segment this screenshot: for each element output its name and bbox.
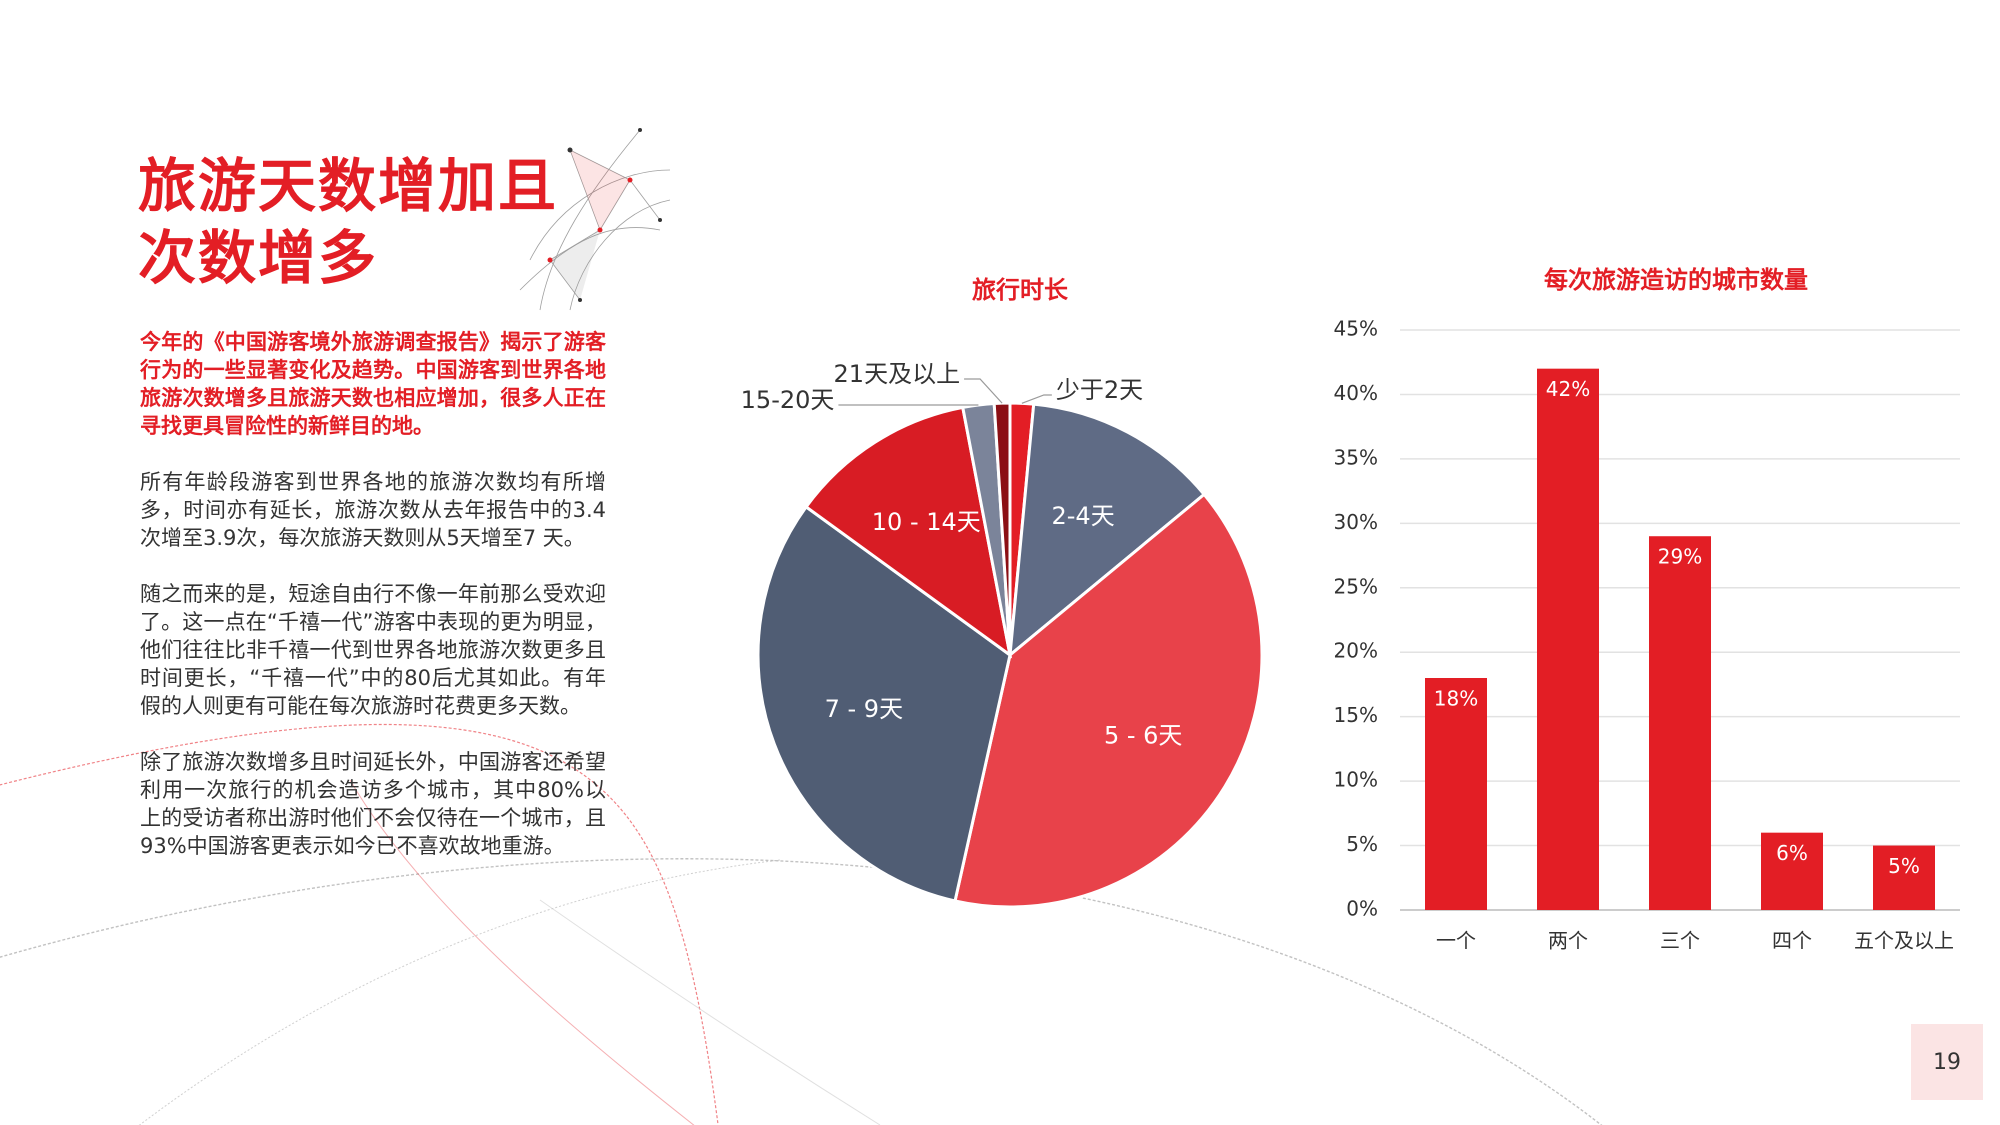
page-title: 旅游天数增加且 次数增多 [138,150,698,294]
pie-slice-label: 2-4天 [1052,502,1115,530]
pie-slice-label: 7 - 9天 [825,695,903,723]
pie-slice-label: 21天及以上 [834,360,961,388]
y-tick-label: 10% [1334,768,1378,792]
bar-value-label: 29% [1658,545,1702,569]
pie-leader-line [1021,394,1052,404]
bar [1761,832,1823,910]
x-category-label: 四个 [1772,929,1812,953]
paragraph-3: 随之而来的是，短途自由行不像一年前那么受欢迎了。这一点在“千禧一代”游客中表现的… [140,582,606,718]
y-tick-label: 15% [1334,703,1378,727]
pie-slice [953,492,1264,909]
page-number: 19 [1911,1024,1983,1100]
intro-paragraph: 今年的《中国游客境外旅游调查报告》揭示了游客行为的一些显著变化及趋势。中国游客到… [140,330,606,438]
bar [1537,368,1599,911]
pie-slice-label: 10 - 14天 [872,508,981,536]
pie-slice-label: 15-20天 [741,386,835,414]
y-tick-label: 20% [1334,639,1378,663]
y-tick-label: 0% [1346,897,1378,921]
pie-chart-title: 旅行时长 [972,276,1069,304]
cities-per-trip-bar-chart: 每次旅游造访的城市数量 0% 5% 10% 15% 20% 25% 30% 35% 40% 45%… [1334,266,1960,953]
bar [1649,536,1711,910]
bar-value-label: 18% [1434,687,1478,711]
y-tick-label: 35% [1334,445,1378,469]
paragraph-2: 所有年龄段游客到世界各地的旅游次数均有所增多，时间亦有延长，旅游次数从去年报告中… [140,470,606,550]
pie-slice-label: 少于2天 [1056,376,1143,404]
trip-duration-pie-chart: 旅行时长 少于2天 2-4天 5 - 6天 7 - 9天 10 - 14天 15-20天2… [741,276,1264,909]
x-category-label: 三个 [1660,929,1700,953]
pie-slice [1008,402,1207,659]
pie-slice [756,504,1012,903]
x-category-label: 两个 [1548,929,1588,953]
bar-value-label: 5% [1888,854,1920,878]
pie-slice [804,405,1013,659]
paragraph-4: 除了旅游次数增多且时间延长外，中国游客还希望利用一次旅行的机会造访多个城市，其中… [140,750,606,858]
y-tick-label: 40% [1334,381,1378,405]
y-tick-label: 45% [1334,317,1378,341]
bar [1425,678,1487,910]
bar [1873,845,1935,910]
bar-value-label: 42% [1546,377,1590,401]
body-text: 今年的《中国游客境外旅游调查报告》揭示了游客行为的一些显著变化及趋势。中国游客到… [140,328,606,888]
y-tick-label: 25% [1334,574,1378,598]
pie-leader-line [964,378,1003,404]
title-line-1: 旅游天数增加且 [138,152,559,220]
x-category-label: 一个 [1436,929,1476,953]
title-line-2: 次数增多 [138,224,379,292]
pie-slice-label: 5 - 6天 [1104,722,1182,750]
network-mesh-decor [519,128,671,311]
bar-chart-title: 每次旅游造访的城市数量 [1544,266,1808,294]
bar-value-label: 6% [1776,841,1808,865]
x-category-label: 五个及以上 [1854,929,1954,953]
y-tick-label: 5% [1346,832,1378,856]
y-tick-label: 30% [1334,510,1378,534]
